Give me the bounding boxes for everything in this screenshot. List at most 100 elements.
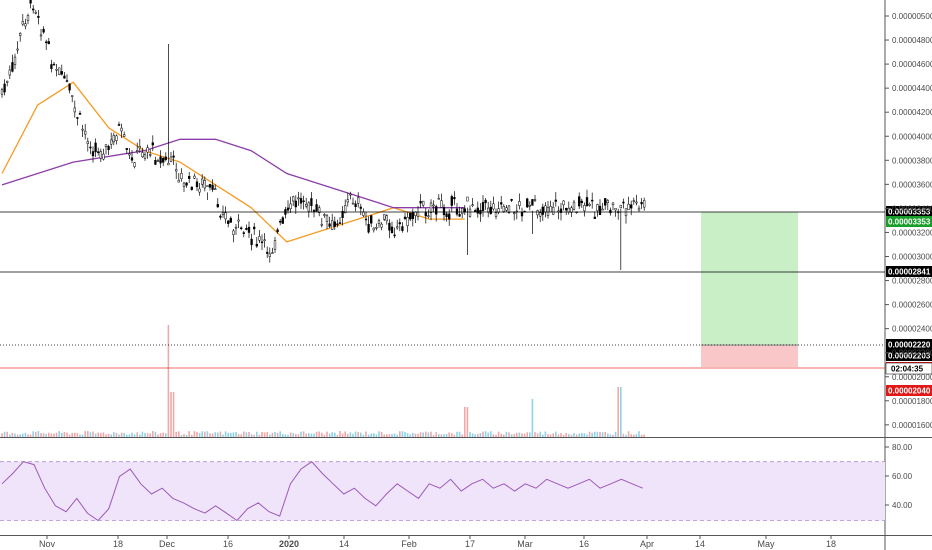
- candle-body: [336, 223, 339, 226]
- candle-body: [0, 89, 4, 95]
- time-tick-label: 18: [826, 539, 836, 549]
- time-tick-label: 16: [579, 539, 589, 549]
- candle-body: [169, 156, 173, 162]
- candle-body: [234, 226, 238, 229]
- volume-bar: [396, 434, 398, 437]
- volume-bar: [575, 434, 578, 437]
- candle-body: [312, 209, 316, 212]
- level-badge[interactable]: [886, 350, 932, 361]
- volume-bar: [302, 431, 305, 437]
- price-tick-label: 0.00003000: [892, 253, 932, 262]
- candle-body: [164, 156, 167, 160]
- volume-bar: [339, 431, 341, 437]
- candle-body: [260, 241, 264, 244]
- volume-bar: [53, 433, 55, 437]
- volume-bar: [188, 431, 190, 437]
- candle-body: [637, 207, 641, 211]
- volume-bar: [230, 432, 232, 437]
- candle-body: [154, 160, 157, 165]
- volume-bar: [32, 431, 34, 437]
- volume-bar: [451, 433, 453, 437]
- candle-body: [268, 253, 271, 257]
- level-badge[interactable]: [886, 339, 932, 350]
- volume-bar: [35, 431, 37, 437]
- candle-body: [489, 206, 492, 214]
- volume-bar: [326, 431, 328, 437]
- price-axis[interactable]: 0.00000500 0.00004800 0.00004600 0.00004400…: [885, 12, 932, 510]
- candle-body: [286, 207, 290, 211]
- volume-bar: [279, 431, 281, 437]
- candle-body: [318, 207, 321, 213]
- volume-bar: [435, 432, 437, 437]
- volume-bar: [469, 431, 471, 437]
- candle-body: [42, 28, 45, 33]
- volume-bar: [76, 433, 79, 437]
- candle-body: [156, 160, 160, 162]
- volume-bar: [549, 434, 552, 437]
- candle-body: [91, 151, 95, 157]
- time-axis[interactable]: Nov 18 Dec 16 2020 14 Feb 17 Mar 16 Apr 14 May 18: [39, 535, 836, 549]
- volume-bar: [378, 431, 380, 437]
- volume-bar: [250, 434, 253, 437]
- level-badge[interactable]: [886, 266, 932, 277]
- candle-body: [341, 210, 344, 218]
- level-badge[interactable]: [886, 216, 932, 227]
- volume-bar: [529, 432, 531, 437]
- time-tick-label: Feb: [401, 539, 417, 549]
- candle-body: [630, 204, 633, 209]
- candle-body: [643, 200, 646, 208]
- volume-bar: [565, 433, 567, 437]
- volume-bar: [471, 433, 474, 437]
- candle-body: [73, 107, 76, 113]
- candle-body: [533, 199, 537, 201]
- volume-bar: [536, 433, 539, 437]
- volume-bar: [87, 431, 89, 437]
- candle-body: [185, 182, 188, 186]
- candle-body: [442, 206, 446, 216]
- stop-badge-2[interactable]: [886, 385, 932, 396]
- time-tick-label: 14: [339, 539, 349, 549]
- profit-zone[interactable]: [701, 212, 798, 345]
- volume-bar: [383, 434, 385, 437]
- candle-body: [276, 229, 279, 233]
- volume-bar: [6, 431, 8, 437]
- candle-body: [133, 162, 136, 167]
- volume-bar: [71, 432, 73, 437]
- volume-bar: [352, 433, 354, 437]
- time-tick-label: 14: [695, 539, 705, 549]
- candle-body: [453, 197, 456, 200]
- volume-bar: [240, 434, 242, 437]
- candle-body: [211, 184, 214, 190]
- volume-bar: [547, 434, 549, 437]
- candle-body: [227, 220, 230, 224]
- time-tick-label: 16: [223, 539, 233, 549]
- candle-body: [86, 141, 89, 144]
- candle-body: [190, 186, 193, 190]
- volume-bar: [555, 431, 557, 437]
- volume-bar: [578, 433, 580, 437]
- volume-bar: [235, 431, 237, 437]
- volume-bar: [482, 431, 484, 437]
- candle-body: [323, 214, 326, 216]
- volume-bar: [261, 431, 263, 437]
- candle-body: [130, 157, 134, 161]
- candle-body: [562, 200, 565, 206]
- volume-bar: [440, 434, 443, 437]
- volume-bar: [518, 432, 521, 437]
- volume-bar: [97, 432, 99, 437]
- volume-bar: [552, 433, 554, 437]
- countdown-text: 02:04:35: [891, 365, 924, 374]
- candle-body: [611, 202, 615, 206]
- candle-body: [416, 212, 420, 217]
- volume-bar: [206, 431, 209, 437]
- candle-body: [422, 200, 425, 206]
- volume-bar: [295, 433, 297, 437]
- volume-bar: [258, 434, 261, 437]
- candle-body: [11, 62, 14, 72]
- long-position-tool[interactable]: [701, 212, 798, 367]
- stop-zone[interactable]: [701, 345, 798, 367]
- volume-bar: [178, 431, 180, 437]
